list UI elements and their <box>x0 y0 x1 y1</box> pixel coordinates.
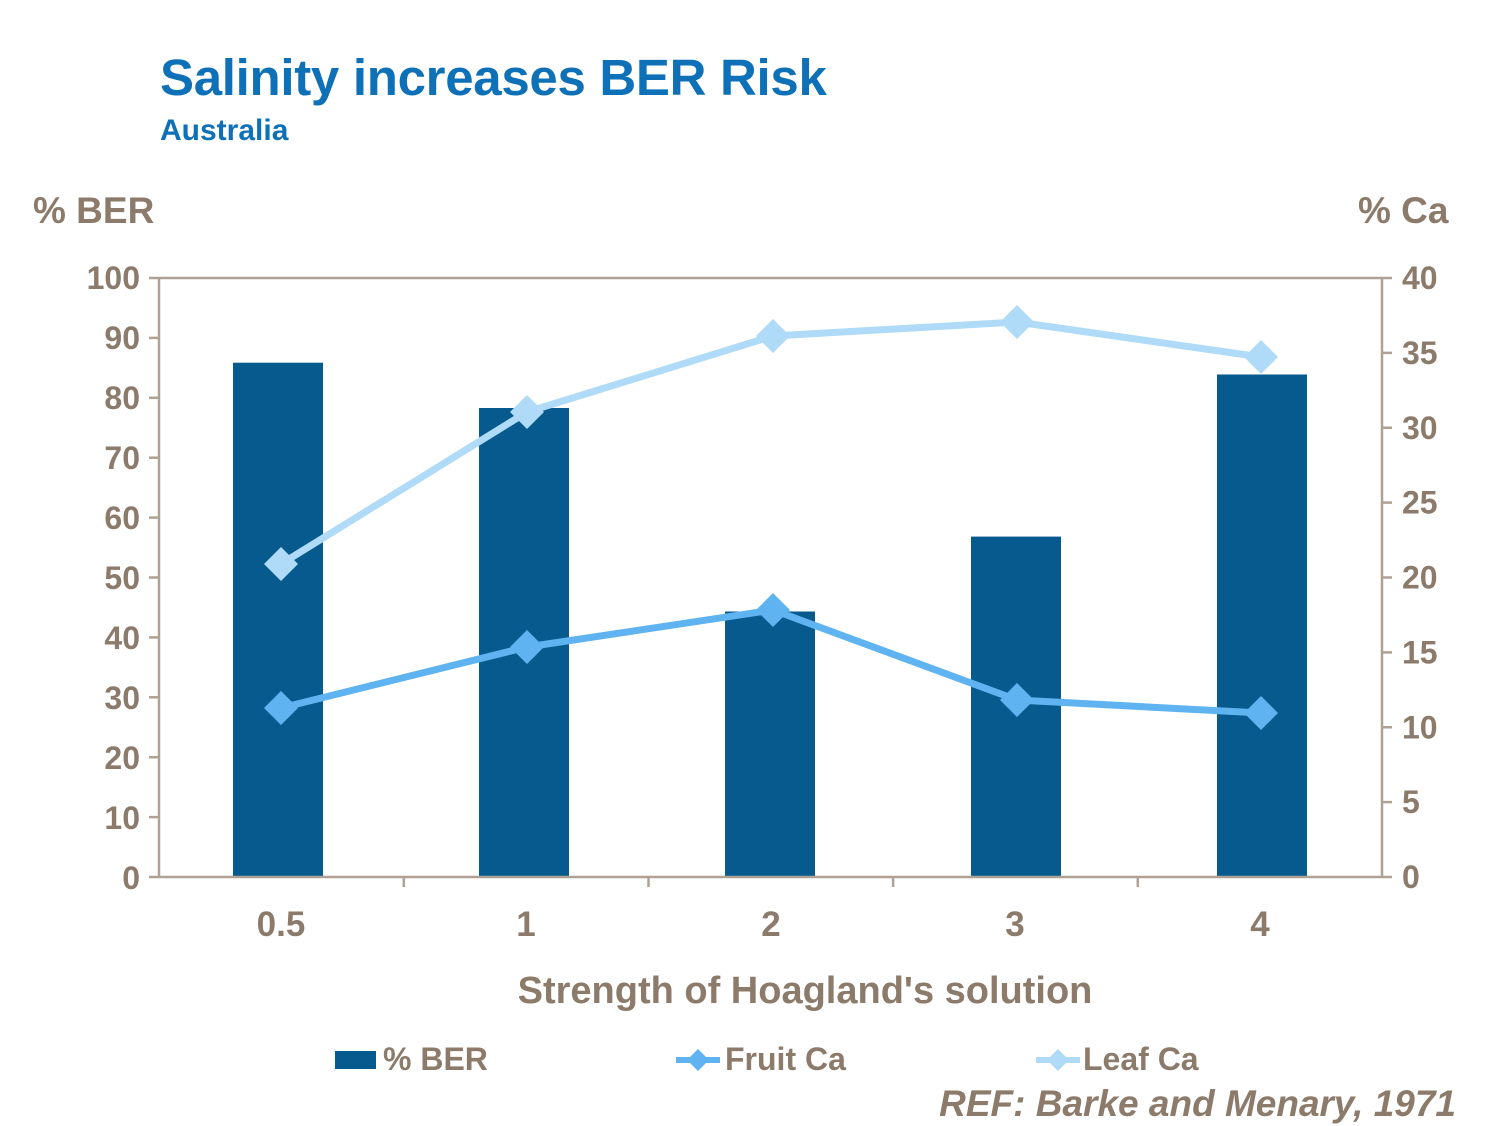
svg-text:30: 30 <box>104 680 140 716</box>
svg-text:15: 15 <box>1402 634 1438 670</box>
svg-text:60: 60 <box>104 500 140 536</box>
svg-text:0: 0 <box>1402 859 1420 895</box>
svg-text:40: 40 <box>1402 260 1438 296</box>
svg-text:10: 10 <box>104 800 140 836</box>
svg-text:20: 20 <box>104 740 140 776</box>
svg-text:90: 90 <box>104 320 140 356</box>
svg-text:80: 80 <box>104 380 140 416</box>
svg-text:4: 4 <box>1250 905 1270 944</box>
svg-text:5: 5 <box>1402 784 1420 820</box>
svg-text:70: 70 <box>104 440 140 476</box>
svg-text:40: 40 <box>104 620 140 656</box>
svg-text:2: 2 <box>761 905 780 944</box>
svg-text:50: 50 <box>104 560 140 596</box>
svg-text:10: 10 <box>1402 709 1438 745</box>
svg-text:0: 0 <box>122 860 140 896</box>
svg-text:Leaf Ca: Leaf Ca <box>1083 1041 1199 1077</box>
svg-text:Fruit Ca: Fruit Ca <box>725 1041 846 1077</box>
svg-text:35: 35 <box>1402 335 1438 371</box>
svg-text:30: 30 <box>1402 410 1438 446</box>
svg-text:100: 100 <box>87 260 140 296</box>
svg-text:20: 20 <box>1402 560 1438 596</box>
svg-text:1: 1 <box>516 905 535 944</box>
svg-text:0.5: 0.5 <box>257 905 306 944</box>
svg-text:3: 3 <box>1005 905 1024 944</box>
svg-text:25: 25 <box>1402 485 1438 521</box>
svg-text:% BER: % BER <box>383 1041 488 1077</box>
